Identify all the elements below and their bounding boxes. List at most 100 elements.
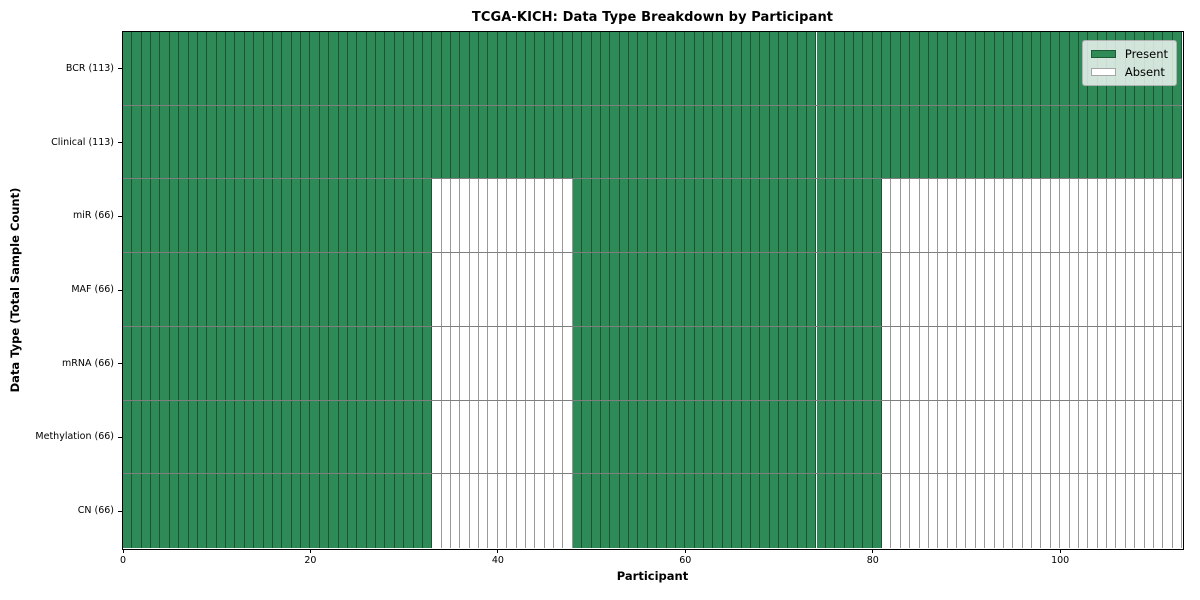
cell-MAF-57 (657, 253, 667, 326)
cell-MAF-42 (516, 253, 526, 326)
cell-mRNA-110 (1153, 326, 1164, 400)
cell-mRNA-65 (732, 326, 742, 400)
cell-Methylation-106 (1116, 400, 1126, 474)
cell-miR-45 (544, 179, 555, 253)
cell-mRNA-70 (779, 326, 789, 400)
ytick-mark-Clinical (118, 142, 122, 144)
cell-BCR-48 (572, 32, 583, 105)
cell-BCR-0 (123, 32, 133, 105)
cell-Clinical-96 (1022, 105, 1033, 179)
cell-mRNA-105 (1107, 326, 1117, 400)
cell-Clinical-74 (816, 105, 826, 179)
cell-MAF-11 (226, 253, 236, 326)
cell-CN-50 (591, 474, 601, 548)
cell-BCR-1 (132, 32, 142, 105)
cell-mRNA-34 (441, 326, 451, 400)
cell-MAF-32 (422, 253, 433, 326)
cell-mRNA-45 (544, 326, 555, 400)
cell-CN-101 (1069, 474, 1079, 548)
cell-mRNA-6 (179, 326, 189, 400)
cell-MAF-86 (928, 253, 939, 326)
cell-miR-91 (975, 179, 986, 253)
cell-mRNA-41 (507, 326, 517, 400)
cell-MAF-8 (197, 253, 208, 326)
cell-MAF-41 (507, 253, 517, 326)
cell-MAF-84 (910, 253, 920, 326)
cell-miR-100 (1060, 179, 1070, 253)
cell-Clinical-64 (722, 105, 733, 179)
cell-Methylation-99 (1050, 400, 1061, 474)
cell-mRNA-90 (966, 326, 976, 400)
cell-mRNA-26 (366, 326, 377, 400)
cell-BCR-51 (600, 32, 611, 105)
cell-mRNA-107 (1125, 326, 1136, 400)
cell-Clinical-57 (657, 105, 667, 179)
cell-MAF-13 (244, 253, 255, 326)
cell-miR-81 (882, 179, 892, 253)
cell-mRNA-9 (207, 326, 217, 400)
cell-Clinical-78 (853, 105, 864, 179)
cell-mRNA-79 (863, 326, 873, 400)
cell-Methylation-42 (516, 400, 526, 474)
cell-miR-88 (947, 179, 958, 253)
cell-Methylation-7 (188, 400, 198, 474)
cell-Clinical-22 (329, 105, 339, 179)
cell-Methylation-6 (179, 400, 189, 474)
cell-miR-36 (460, 179, 470, 253)
cell-MAF-21 (319, 253, 330, 326)
cell-Methylation-80 (872, 400, 883, 474)
cell-CN-82 (891, 474, 901, 548)
cell-Methylation-83 (900, 400, 911, 474)
cell-MAF-96 (1022, 253, 1033, 326)
cell-Clinical-6 (179, 105, 189, 179)
cell-CN-72 (797, 474, 808, 548)
cell-Methylation-82 (891, 400, 901, 474)
row-Clinical (123, 105, 1182, 180)
cell-CN-86 (928, 474, 939, 548)
cell-mRNA-55 (638, 326, 648, 400)
cell-MAF-73 (807, 253, 817, 326)
cell-BCR-91 (975, 32, 986, 105)
cell-mRNA-58 (666, 326, 676, 400)
cell-mRNA-0 (123, 326, 133, 400)
cell-MAF-38 (479, 253, 489, 326)
cell-Clinical-18 (291, 105, 302, 179)
cell-CN-40 (497, 474, 508, 548)
cell-Clinical-13 (244, 105, 255, 179)
cell-BCR-26 (366, 32, 377, 105)
cell-MAF-28 (385, 253, 395, 326)
cell-BCR-73 (807, 32, 817, 105)
cell-CN-31 (413, 474, 423, 548)
cell-Clinical-97 (1032, 105, 1042, 179)
cell-miR-63 (713, 179, 723, 253)
cell-Methylation-52 (610, 400, 620, 474)
cell-MAF-101 (1069, 253, 1079, 326)
cell-miR-1 (132, 179, 142, 253)
cell-Clinical-100 (1060, 105, 1070, 179)
cell-miR-48 (572, 179, 583, 253)
cell-Clinical-99 (1050, 105, 1061, 179)
cell-Clinical-35 (451, 105, 461, 179)
cell-Methylation-108 (1135, 400, 1145, 474)
ytick-label-Clinical: Clinical (113) (51, 136, 114, 148)
xtick-mark-100 (1059, 549, 1061, 553)
cell-CN-13 (244, 474, 255, 548)
cell-mRNA-104 (1097, 326, 1107, 400)
cell-miR-84 (910, 179, 920, 253)
cell-CN-63 (713, 474, 723, 548)
cell-MAF-6 (179, 253, 189, 326)
cell-mRNA-15 (263, 326, 273, 400)
cell-MAF-18 (291, 253, 302, 326)
ytick-label-mRNA: mRNA (66) (62, 357, 114, 369)
cell-Methylation-15 (263, 400, 273, 474)
cell-CN-20 (310, 474, 320, 548)
cell-miR-3 (151, 179, 161, 253)
cell-MAF-71 (788, 253, 798, 326)
cell-CN-100 (1060, 474, 1070, 548)
cell-CN-29 (394, 474, 405, 548)
cell-BCR-33 (432, 32, 442, 105)
cell-Methylation-93 (994, 400, 1004, 474)
cell-CN-77 (844, 474, 854, 548)
cell-miR-71 (788, 179, 798, 253)
cell-Methylation-3 (151, 400, 161, 474)
